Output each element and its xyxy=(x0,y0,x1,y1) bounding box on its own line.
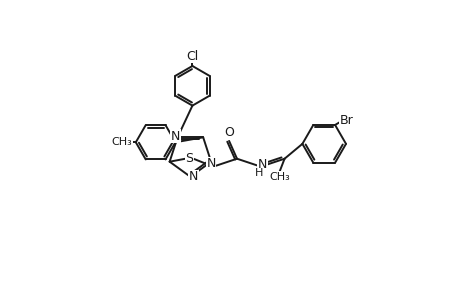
Text: CH₃: CH₃ xyxy=(112,137,132,147)
Text: Cl: Cl xyxy=(186,50,198,63)
Text: N: N xyxy=(257,158,267,171)
Text: S: S xyxy=(185,152,193,165)
Text: H: H xyxy=(254,168,263,178)
Text: N: N xyxy=(170,130,180,143)
Text: CH₃: CH₃ xyxy=(269,172,289,182)
Text: N: N xyxy=(206,157,215,170)
Text: O: O xyxy=(224,127,234,140)
Text: Br: Br xyxy=(339,113,353,127)
Text: N: N xyxy=(188,170,198,183)
